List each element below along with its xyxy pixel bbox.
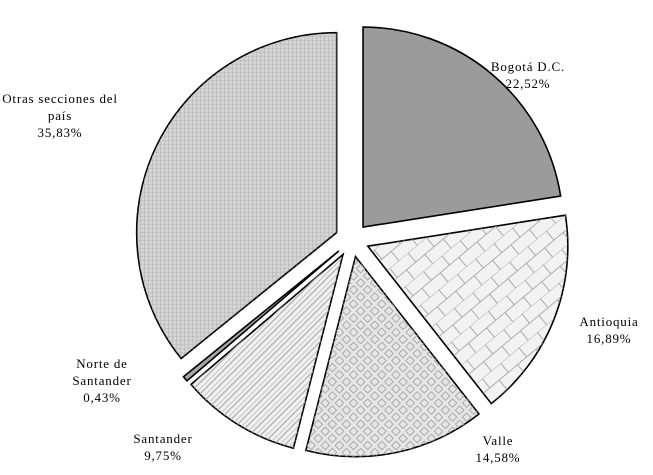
slice-value: 9,75% [144,448,182,463]
slice-label: Antioquia [579,314,639,329]
slice-pattern [191,254,344,449]
slice-label: Norte de Santander [72,356,132,388]
slice-label: Otras secciones del país [2,91,118,123]
slice-value: 22,52% [505,76,551,91]
slice-pattern [183,250,339,381]
slice-label: Bogotá D.C. [490,59,566,74]
slice-pattern [305,256,479,457]
slice-value: 35,83% [37,125,83,140]
slice-pattern [363,27,561,228]
slice-value: 16,89% [586,331,632,346]
slice-pattern [136,32,337,359]
slice-value: 14,58% [475,450,521,465]
slice-label: Valle [482,433,514,448]
slice-value: 0,43% [83,390,121,405]
slice-label: Santander [133,431,193,446]
slice-pattern [367,215,568,404]
